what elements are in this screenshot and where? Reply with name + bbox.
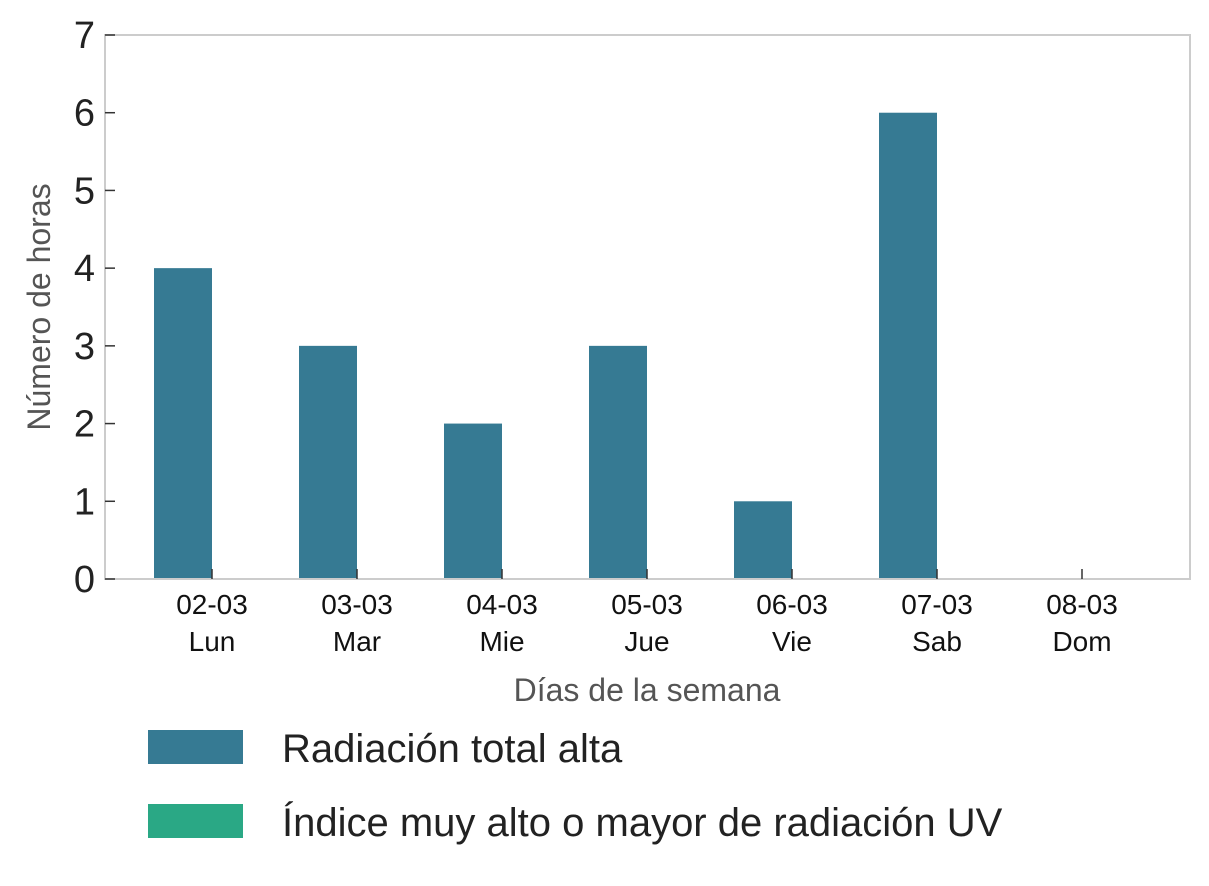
y-tick-label: 5	[74, 170, 95, 212]
x-tick-day: Dom	[1052, 626, 1111, 657]
y-axis-ticks: 0 1 2 3 4 5 6 7	[74, 15, 115, 601]
x-tick-day: Jue	[624, 626, 669, 657]
x-tick-day: Vie	[772, 626, 812, 657]
x-tick-date: 03-03	[321, 589, 393, 620]
x-tick-date: 07-03	[901, 589, 973, 620]
y-tick-label: 2	[74, 404, 95, 446]
x-tick-day: Mie	[479, 626, 524, 657]
x-tick-date: 02-03	[176, 589, 248, 620]
bars-layer	[154, 112, 937, 579]
legend-swatch-0	[148, 730, 243, 764]
x-axis-label: Días de la semana	[514, 672, 781, 708]
y-axis-label: Número de horas	[21, 183, 57, 430]
plot-frame	[104, 34, 1191, 580]
bar-radiacion-total-2	[444, 423, 502, 579]
bar-radiacion-total-5	[879, 112, 937, 579]
legend-swatch-1	[148, 804, 243, 838]
y-tick-label: 4	[74, 248, 95, 290]
legend-label-0: Radiación total alta	[282, 727, 623, 771]
x-tick-date: 04-03	[466, 589, 538, 620]
y-tick-label: 0	[74, 559, 95, 601]
bar-radiacion-total-1	[299, 345, 357, 579]
y-tick-label: 6	[74, 93, 95, 135]
legend: Radiación total alta Índice muy alto o ma…	[148, 727, 1003, 845]
x-tick-date: 06-03	[756, 589, 828, 620]
y-tick-label: 1	[74, 481, 95, 523]
x-tick-day: Sab	[912, 626, 962, 657]
x-tick-date: 08-03	[1046, 589, 1118, 620]
bar-radiacion-total-3	[589, 345, 647, 579]
x-tick-day: Mar	[333, 626, 381, 657]
y-tick-label: 7	[74, 15, 95, 57]
x-axis-ticks: 02-03 Lun 03-03 Mar 04-03 Mie 05-03 Jue 06-03 Vie…	[176, 569, 1118, 657]
legend-label-1: Índice muy alto o mayor de radiación UV	[282, 800, 1003, 845]
x-tick-day: Lun	[189, 626, 236, 657]
y-tick-label: 3	[74, 326, 95, 368]
bar-radiacion-total-0	[154, 268, 212, 579]
x-tick-date: 05-03	[611, 589, 683, 620]
bar-radiacion-total-4	[734, 501, 792, 579]
